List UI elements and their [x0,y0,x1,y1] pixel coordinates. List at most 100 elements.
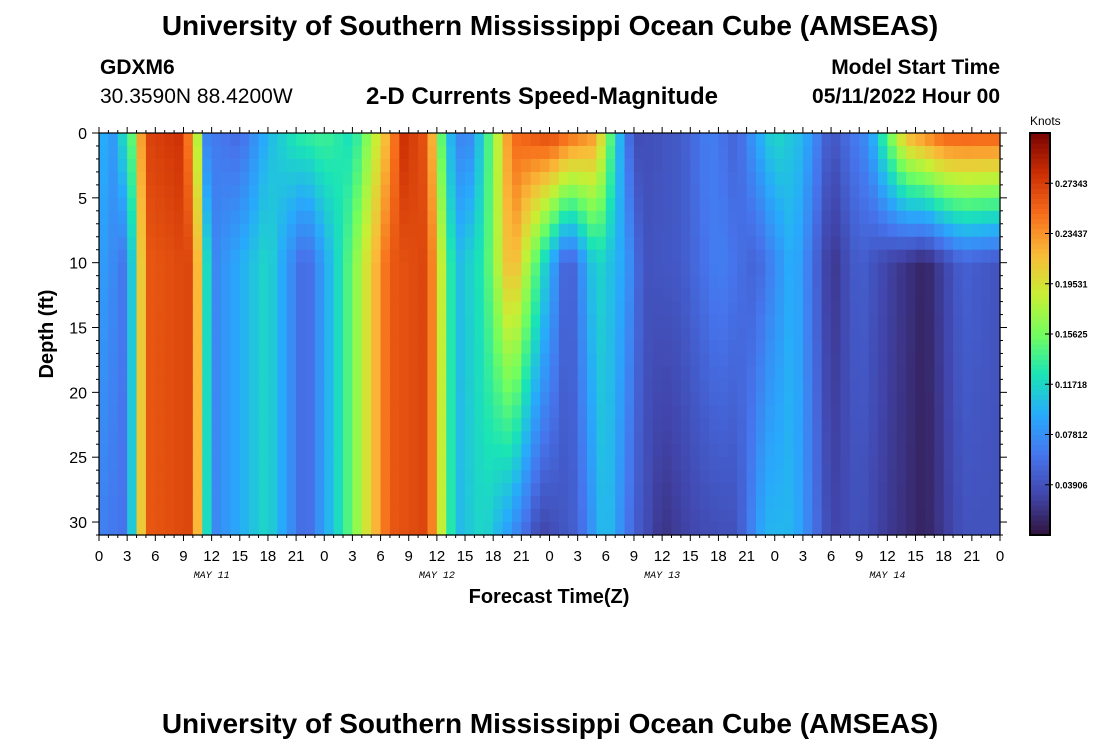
heatmap-cell [812,197,823,212]
heatmap-cell [399,197,410,212]
heatmap-cell [924,444,935,458]
heatmap-cell [221,197,231,212]
heatmap-cell [343,340,354,355]
heatmap-cell [540,145,551,160]
heatmap-cell [333,496,344,510]
x-tick-label: 0 [996,548,1004,565]
heatmap-cell [136,184,147,199]
heatmap-cell [314,522,325,536]
heatmap-cell [643,457,654,471]
heatmap-cell [530,470,541,484]
heatmap-cell [465,496,476,510]
heatmap-cell [202,249,213,264]
heatmap-cell [258,145,269,160]
heatmap-cell [465,314,476,329]
heatmap-cell [896,353,907,368]
heatmap-cell [718,210,729,225]
heatmap-cell [183,184,194,199]
heatmap-cell [192,522,203,536]
heatmap-cell [849,145,860,160]
heatmap-cell [849,444,860,458]
heatmap-cell [352,392,363,406]
heatmap-cell [136,262,147,277]
heatmap-cell [521,236,532,251]
x-tick-label: 0 [771,548,779,565]
heatmap-cell [352,236,363,251]
heatmap-cell [718,301,729,316]
heatmap-cell [183,470,194,484]
colorbar-tick-label: 0.03906 [1055,480,1088,490]
heatmap-cell [990,314,1001,329]
heatmap-cell [671,392,682,406]
x-tick-label: 0 [95,548,103,565]
heatmap-cell [690,327,701,342]
heatmap-cell [605,223,616,238]
heatmap-cell [493,133,504,147]
heatmap-cell [183,366,194,380]
heatmap-cell [887,133,898,147]
heatmap-cell [671,496,682,510]
heatmap-cell [746,197,757,212]
heatmap-cell [868,145,879,160]
heatmap-cell [493,392,504,406]
heatmap-cell [511,184,522,199]
heatmap-cell [455,418,466,432]
heatmap-cell [680,275,691,290]
heatmap-cell [493,483,504,497]
heatmap-cell [136,457,147,471]
heatmap-cell [296,145,307,160]
heatmap-cell [737,262,748,277]
heatmap-cell [690,249,701,264]
heatmap-cell [680,418,691,432]
heatmap-cell [343,431,354,445]
heatmap-cell [389,392,400,406]
heatmap-cell [765,405,776,419]
heatmap-cell [971,262,982,277]
heatmap-cell [145,236,156,251]
heatmap-cell [239,418,250,432]
heatmap-cell [877,418,888,432]
heatmap-cell [755,366,766,380]
heatmap-cell [906,210,917,225]
heatmap-cell [558,288,569,303]
heatmap-cell [305,171,316,186]
heatmap-cell [371,249,382,264]
heatmap-cell [877,275,888,290]
heatmap-cell [774,509,785,523]
heatmap-cell [821,158,832,173]
heatmap-cell [934,275,945,290]
heatmap-cell [549,262,560,277]
heatmap-cell [399,431,410,445]
heatmap-cell [183,431,194,445]
heatmap-cell [127,314,138,329]
heatmap-cell [953,392,964,406]
heatmap-cell [408,379,419,393]
heatmap-cell [455,470,466,484]
heatmap-cell [868,366,879,380]
heatmap-cell [230,431,241,445]
heatmap-cell [643,392,654,406]
heatmap-cell [943,171,954,186]
heatmap-cell [774,171,785,186]
heatmap-cell [652,522,663,536]
heatmap-cell [859,522,870,536]
heatmap-cell [718,405,729,419]
heatmap-cell [136,236,147,251]
heatmap-cell [812,353,823,368]
heatmap-cell [230,327,241,342]
heatmap-cell [192,210,203,225]
heatmap-cell [981,210,992,225]
heatmap-cell [418,431,429,445]
heatmap-cell [436,470,447,484]
heatmap-cell [662,379,673,393]
colorbar-tick-label: 0.19531 [1055,279,1088,289]
heatmap-cell [605,171,616,186]
heatmap-cell [746,223,757,238]
heatmap-cell [643,314,654,329]
heatmap-cell [352,275,363,290]
heatmap-cell [427,379,438,393]
heatmap-cell [183,262,194,277]
heatmap-cell [314,392,325,406]
heatmap-cell [155,210,166,225]
heatmap-cell [934,171,945,186]
